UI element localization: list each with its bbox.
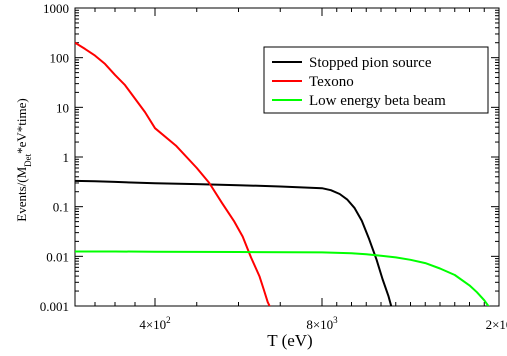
x-tick-label: 4×102 xyxy=(139,315,170,332)
y-tick-label: 0.1 xyxy=(53,200,69,215)
y-axis-label: Events/(MDet*eV*time) xyxy=(14,98,33,221)
legend-label-1: Stopped pion source xyxy=(309,55,432,71)
y-tick-label: 1 xyxy=(63,150,70,165)
legend-label-2: Texono xyxy=(309,74,354,90)
y-tick-label: 0.01 xyxy=(46,249,69,264)
x-tick-labels: 4×102 8×103 2×10 xyxy=(139,315,507,332)
series-lines xyxy=(75,41,490,306)
major-tick-group xyxy=(75,7,500,307)
x-tick-label: 8×103 xyxy=(306,315,338,332)
legend: Stopped pion source Texono Low energy beta… xyxy=(263,46,489,114)
series-line-1 xyxy=(75,179,393,306)
minor-tick-group xyxy=(75,8,499,306)
legend-label-3: Low energy beta beam xyxy=(309,93,446,109)
x-axis-label: T (eV) xyxy=(267,331,312,350)
y-tick-label: 0.001 xyxy=(40,299,69,314)
y-tick-label: 10 xyxy=(56,100,69,115)
x-tick-label: 2×10 xyxy=(486,317,507,332)
series-line-2 xyxy=(75,41,271,306)
y-tick-label: 1000 xyxy=(43,1,69,16)
y-tick-labels: 0.001 0.01 0.1 1 10 100 1000 xyxy=(40,1,69,314)
legend-box xyxy=(263,46,489,114)
legend-entries: Stopped pion source Texono Low energy beta… xyxy=(272,55,446,109)
y-tick-label: 100 xyxy=(50,51,70,66)
series-line-3 xyxy=(75,250,490,306)
